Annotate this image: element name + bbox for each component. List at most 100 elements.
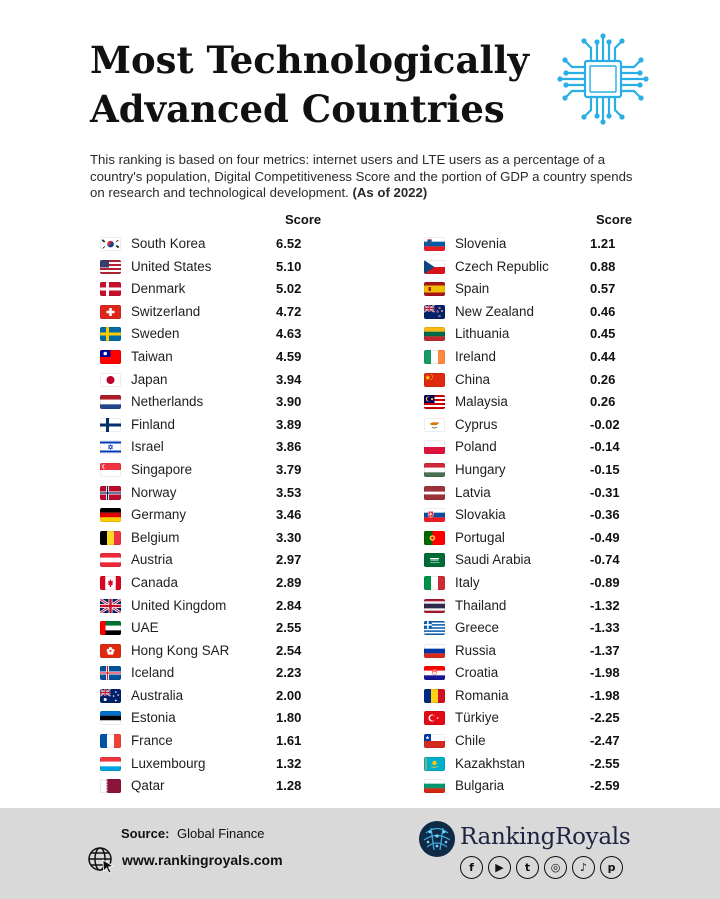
score-value: 2.23 (276, 665, 302, 681)
table-row: Hungary -0.15 (420, 459, 660, 482)
score-value: -0.02 (590, 416, 620, 432)
youtube-icon[interactable]: ▶ (488, 856, 511, 879)
flag-icon-cl (424, 734, 445, 749)
score-value: 2.84 (276, 597, 302, 613)
table-row: Portugal -0.49 (420, 527, 660, 550)
microchip-icon (557, 33, 649, 125)
flag-icon-cy (424, 417, 445, 432)
pinterest-icon[interactable]: p (600, 856, 623, 879)
score-value: -1.33 (590, 620, 620, 636)
score-value: 2.97 (276, 552, 302, 568)
table-row: Ireland 0.44 (420, 346, 660, 369)
brand-name: RankingRoyals (460, 824, 631, 850)
country-name: Spain (455, 281, 490, 297)
score-value: 0.26 (590, 371, 616, 387)
table-row: Cyprus -0.02 (420, 414, 660, 437)
country-name: Malaysia (455, 394, 508, 410)
website-link[interactable]: www.rankingroyals.com (122, 852, 283, 868)
table-row: Greece -1.33 (420, 617, 660, 640)
table-row: Slovakia -0.36 (420, 504, 660, 527)
source-value: Global Finance (177, 826, 265, 841)
table-row: Taiwan 4.59 (96, 346, 336, 369)
flag-icon-ie (424, 349, 445, 364)
score-value: 0.44 (590, 348, 616, 364)
country-name: Cyprus (455, 416, 498, 432)
table-row: Japan 3.94 (96, 369, 336, 392)
flag-icon-fi (100, 417, 121, 432)
flag-icon-gr (424, 621, 445, 636)
country-name: Norway (131, 484, 177, 500)
table-row: Czech Republic 0.88 (420, 256, 660, 279)
source-label: Source: (121, 826, 170, 841)
flag-icon-cn (424, 372, 445, 387)
table-row: Austria 2.97 (96, 549, 336, 572)
table-row: Sweden 4.63 (96, 323, 336, 346)
country-name: Lithuania (455, 326, 510, 342)
score-value: -1.37 (590, 642, 620, 658)
country-name: Croatia (455, 665, 499, 681)
twitter-icon[interactable]: t (516, 856, 539, 879)
table-row: Qatar 1.28 (96, 775, 336, 798)
table-row: Bulgaria -2.59 (420, 775, 660, 798)
flag-icon-de (100, 508, 121, 523)
flag-icon-kz (424, 756, 445, 771)
table-row: Slovenia 1.21 (420, 233, 660, 256)
table-row: Kazakhstan -2.55 (420, 753, 660, 776)
score-value: 4.72 (276, 303, 302, 319)
country-name: China (455, 371, 490, 387)
flag-icon-il (100, 440, 121, 455)
subtitle-text: This ranking is based on four metrics: i… (90, 152, 633, 200)
score-value: -0.36 (590, 507, 620, 523)
facebook-icon[interactable]: f (460, 856, 483, 879)
country-name: Singapore (131, 461, 193, 477)
score-value: -2.25 (590, 710, 620, 726)
score-value: 5.10 (276, 258, 302, 274)
flag-icon-sg (100, 462, 121, 477)
country-name: Türkiye (455, 710, 499, 726)
country-name: Latvia (455, 484, 491, 500)
flag-icon-pl (424, 440, 445, 455)
score-value: 0.46 (590, 303, 616, 319)
flag-icon-tw (100, 349, 121, 364)
flag-icon-nz (424, 304, 445, 319)
score-value: 0.88 (590, 258, 616, 274)
table-row: Croatia -1.98 (420, 662, 660, 685)
tiktok-icon[interactable]: ♪ (572, 856, 595, 879)
country-name: Ireland (455, 348, 496, 364)
score-value: 0.57 (590, 281, 616, 297)
score-value: -0.89 (590, 574, 620, 590)
flag-icon-lu (100, 756, 121, 771)
flag-icon-es (424, 282, 445, 297)
country-name: Austria (131, 552, 173, 568)
instagram-icon[interactable]: ◎ (544, 856, 567, 879)
score-value: -0.31 (590, 484, 620, 500)
flag-icon-ch (100, 304, 121, 319)
flag-icon-ca (100, 575, 121, 590)
ranking-rows-left: South Korea 6.52 United States 5.10 Denmark 5… (96, 233, 336, 798)
country-name: Chile (455, 733, 486, 749)
social-icons: f ▶ t ◎ ♪ p (460, 856, 623, 879)
country-name: Finland (131, 416, 175, 432)
table-row: Malaysia 0.26 (420, 391, 660, 414)
score-value: 3.90 (276, 394, 302, 410)
flag-icon-hr (424, 666, 445, 681)
table-row: Chile -2.47 (420, 730, 660, 753)
flag-icon-us (100, 259, 121, 274)
table-row: South Korea 6.52 (96, 233, 336, 256)
table-row: Hong Kong SAR 2.54 (96, 640, 336, 663)
score-value: 3.79 (276, 461, 302, 477)
page-title: Most Technologically Advanced Countries (90, 36, 550, 134)
flag-icon-jp (100, 372, 121, 387)
flag-icon-ee (100, 711, 121, 726)
flag-icon-ae (100, 621, 121, 636)
score-value: 3.86 (276, 439, 302, 455)
country-name: Poland (455, 439, 497, 455)
score-value: -1.32 (590, 597, 620, 613)
country-name: Sweden (131, 326, 180, 342)
table-row: Finland 3.89 (96, 414, 336, 437)
title-line-2: Advanced Countries (90, 87, 505, 131)
flag-icon-au (100, 688, 121, 703)
table-row: Iceland 2.23 (96, 662, 336, 685)
flag-icon-be (100, 530, 121, 545)
